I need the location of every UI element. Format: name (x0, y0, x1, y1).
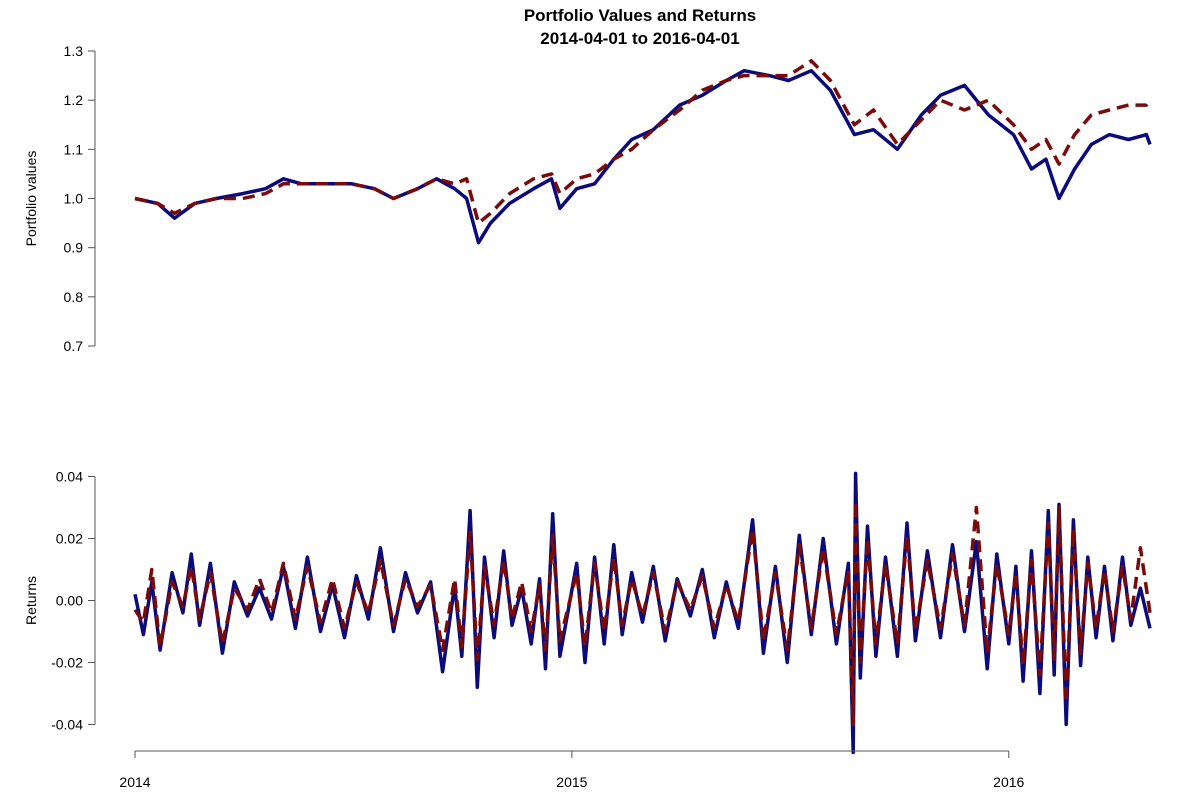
returns-y-axis-label: Returns (23, 576, 39, 625)
returns-series-line-2 (133, 499, 1152, 727)
returns-y-tick-label: 0.04 (56, 469, 83, 485)
values-y-tick-label: 0.8 (64, 289, 84, 305)
values-y-tick-label: 1.2 (64, 92, 84, 108)
returns-y-tick-label: -0.04 (51, 717, 83, 733)
x-tick-label: 2015 (556, 774, 587, 790)
chart-subtitle: 2014-04-01 to 2016-04-01 (540, 29, 739, 48)
values-y-tick-label: 0.7 (64, 338, 84, 354)
chart-title: Portfolio Values and Returns (524, 6, 756, 25)
returns-y-tick-label: 0.02 (56, 531, 83, 547)
values-y-tick-label: 1.1 (64, 141, 84, 157)
x-axis: 2014 2015 2016 (119, 750, 1025, 790)
returns-y-tick-label: -0.02 (51, 655, 83, 671)
values-y-tick-label: 1.3 (64, 43, 84, 59)
x-tick-label: 2016 (993, 774, 1024, 790)
values-series-line-1 (134, 68, 1152, 245)
values-y-axis-label: Portfolio values (23, 151, 39, 247)
returns-y-tick-label: 0.00 (56, 593, 83, 609)
returns-panel: -0.04 -0.02 0.00 0.02 0.04 Returns (23, 469, 1152, 755)
values-panel: 0.7 0.8 0.9 1.0 1.1 1.2 1.3 Portfolio values (23, 43, 1152, 354)
values-y-tick-label: 1.0 (64, 191, 84, 207)
values-series-line-2 (134, 59, 1152, 225)
x-tick-label: 2014 (119, 774, 150, 790)
values-y-tick-label: 0.9 (64, 240, 84, 256)
